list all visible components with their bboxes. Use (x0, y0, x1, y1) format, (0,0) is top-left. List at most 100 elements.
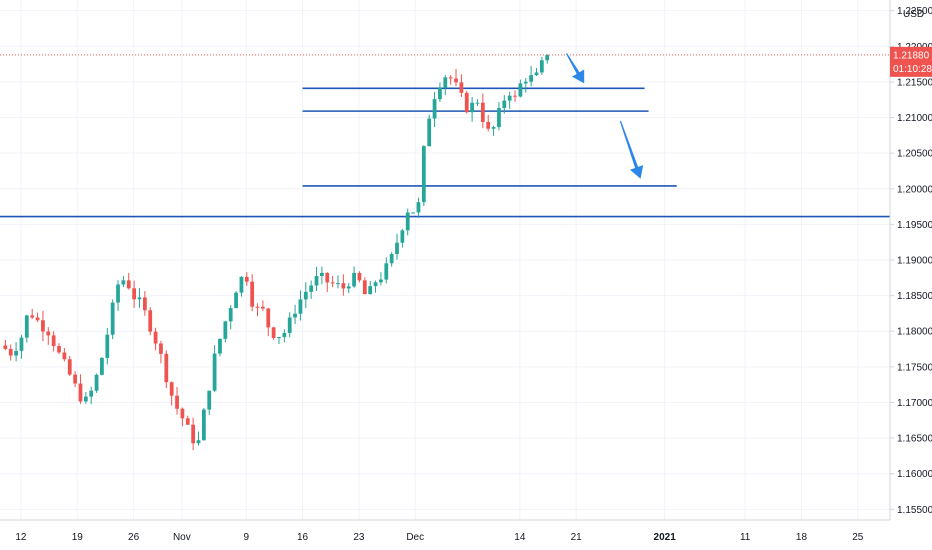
date-tick-label: 9 (243, 532, 249, 543)
candle-body (314, 276, 319, 286)
time-axis-ticks: 12 19 26 Nov 9 16 23 Dec 14 21 2021 11 18 25 (15, 532, 863, 543)
date-tick-label: 16 (297, 532, 309, 543)
time-axis[interactable] (0, 520, 932, 550)
candle-body (379, 279, 383, 283)
candle-body (368, 286, 373, 295)
candle-body (416, 202, 421, 213)
candle-body (293, 313, 297, 318)
candle-body (41, 320, 45, 332)
price-tick-label: 1.19500 (897, 220, 932, 231)
candle-body (8, 348, 13, 356)
candle-body (137, 297, 142, 300)
candle-body (228, 308, 233, 322)
candle-body (464, 92, 469, 113)
candle-body (282, 332, 287, 338)
candle-body (148, 310, 153, 332)
trend-arrows[interactable] (565, 53, 644, 179)
candle-body (518, 83, 523, 97)
candle-body (448, 77, 453, 79)
date-tick-label: Nov (173, 532, 191, 543)
candle-body (51, 335, 56, 346)
candle-body (234, 292, 238, 309)
candle-body (83, 396, 88, 402)
candle-body (320, 272, 324, 277)
candle-body (191, 424, 196, 444)
price-tick-label: 1.21000 (897, 113, 932, 124)
date-tick-label: 18 (796, 532, 808, 543)
candle-body (545, 54, 550, 61)
price-tick-label: 1.19000 (897, 256, 932, 267)
candle-body (180, 408, 185, 419)
candle-body (341, 283, 346, 289)
last-price-tag: 1.21880 01:10:28 (890, 46, 932, 77)
candle-body (362, 280, 367, 295)
date-tick-label: Dec (406, 532, 424, 543)
date-tick-label: 23 (353, 532, 365, 543)
candle-body (497, 107, 501, 128)
price-tick-label: 1.17000 (897, 398, 932, 409)
candle-body (330, 282, 335, 284)
candle-body (491, 127, 496, 129)
currency-label: USD (903, 9, 924, 20)
date-tick-label: 11 (740, 532, 751, 543)
candle-body (352, 272, 356, 287)
candle-body (389, 254, 394, 264)
candle-body (277, 337, 281, 339)
price-tick-label: 1.20000 (897, 184, 932, 195)
price-tick-label: 1.22500 (897, 6, 932, 17)
candle-body (502, 100, 507, 108)
candle-body (534, 72, 539, 76)
bar-countdown: 01:10:28 (893, 64, 932, 75)
candle-body (159, 343, 163, 354)
candle-body (116, 284, 120, 303)
candle-body (142, 297, 147, 311)
price-tick-label: 1.16500 (897, 434, 932, 445)
price-tick-label: 1.16000 (897, 469, 932, 480)
candle-body (24, 315, 29, 338)
candle-body (3, 345, 8, 349)
candle-body (427, 118, 432, 147)
candle-body (105, 334, 110, 358)
price-tick-label: 1.20500 (897, 149, 932, 160)
candle-body (169, 382, 174, 396)
candle-body (459, 82, 464, 93)
candle-body (384, 263, 389, 280)
candle-body (78, 383, 83, 402)
candle-body (346, 286, 351, 289)
candle-body (480, 102, 485, 122)
candle-body (411, 212, 415, 214)
price-axis[interactable] (890, 0, 932, 520)
candle-body (239, 276, 244, 293)
candle-body (207, 390, 212, 410)
candle-body (523, 81, 528, 84)
candle-body (303, 291, 308, 300)
horizontal-levels[interactable] (0, 87, 890, 218)
candle-body (438, 87, 442, 100)
candle-body (35, 317, 40, 321)
candle-body (298, 299, 303, 314)
candle-body (121, 280, 126, 285)
price-tick-label: 1.15500 (897, 505, 932, 516)
candle-body (287, 317, 292, 333)
down-arrow-icon[interactable] (565, 53, 585, 84)
candle-body (57, 345, 61, 353)
candle-body (271, 327, 276, 339)
candle-body (250, 281, 255, 307)
last-price-value: 1.21880 (893, 50, 930, 61)
candle-body (30, 315, 35, 318)
candle-body (164, 353, 169, 383)
candle-body (196, 440, 201, 444)
candle-body (373, 282, 378, 287)
candle-body (132, 288, 137, 300)
candle-body (62, 352, 67, 360)
down-arrow-icon[interactable] (619, 120, 644, 179)
candle-body (470, 102, 474, 113)
candle-body (218, 338, 222, 354)
candle-body (395, 242, 399, 255)
candle-body (255, 306, 260, 308)
candle-body (507, 95, 512, 101)
date-tick-label: 25 (852, 532, 864, 543)
price-axis-ticks: 1.15500 1.16000 1.16500 1.17000 1.17500 1.180… (890, 6, 932, 516)
price-tick-label: 1.17500 (897, 362, 932, 373)
